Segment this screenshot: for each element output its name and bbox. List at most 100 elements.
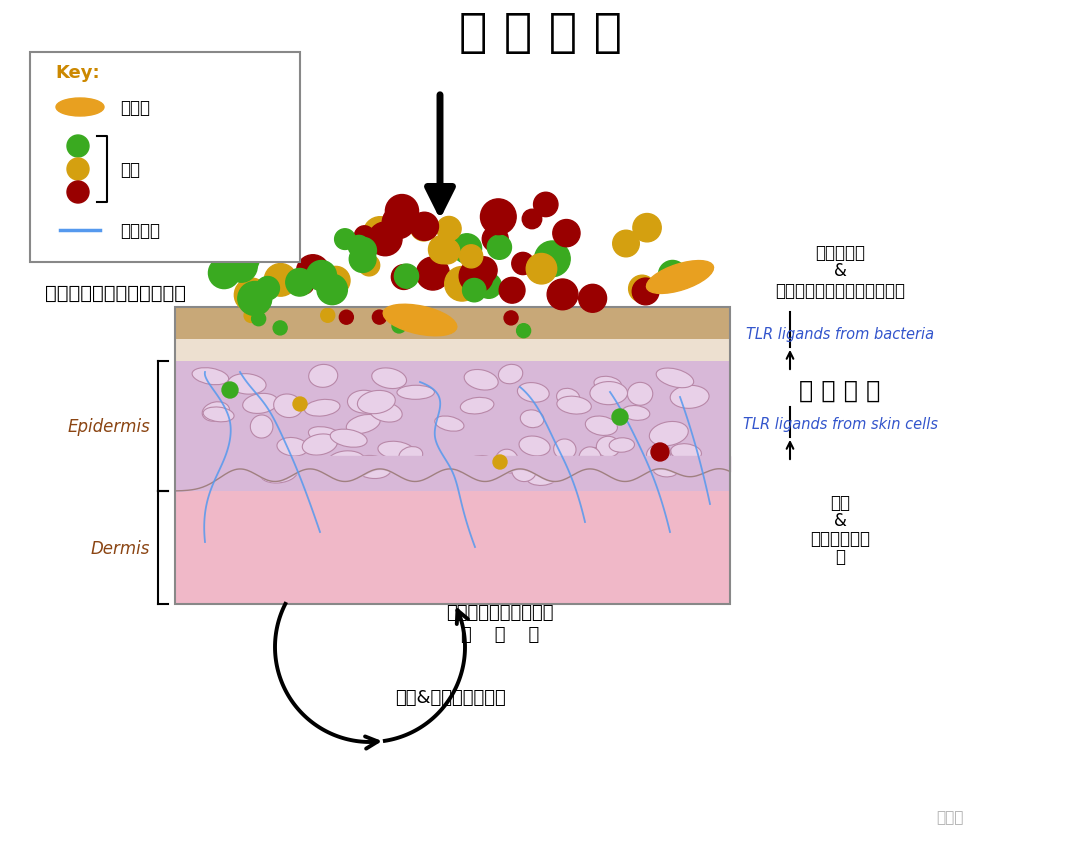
Circle shape xyxy=(629,276,656,302)
Circle shape xyxy=(632,279,659,306)
Circle shape xyxy=(67,181,89,204)
Ellipse shape xyxy=(496,450,518,473)
Ellipse shape xyxy=(649,422,688,446)
Circle shape xyxy=(297,256,329,288)
Ellipse shape xyxy=(652,463,678,477)
Ellipse shape xyxy=(378,441,415,460)
Circle shape xyxy=(244,309,258,323)
Ellipse shape xyxy=(498,365,523,384)
Ellipse shape xyxy=(554,440,576,460)
Text: TLR ligands from skin cells: TLR ligands from skin cells xyxy=(743,417,937,432)
Circle shape xyxy=(226,251,257,283)
Text: 屏 障 破 坏: 屏 障 破 坏 xyxy=(799,378,880,402)
Circle shape xyxy=(410,213,438,241)
Ellipse shape xyxy=(353,456,391,479)
Ellipse shape xyxy=(327,452,366,474)
Circle shape xyxy=(492,456,507,469)
Circle shape xyxy=(210,242,237,269)
Ellipse shape xyxy=(594,377,621,392)
Ellipse shape xyxy=(496,456,523,474)
Circle shape xyxy=(295,275,314,295)
Circle shape xyxy=(612,231,639,257)
Ellipse shape xyxy=(581,448,612,469)
Bar xyxy=(175,340,730,361)
Ellipse shape xyxy=(397,386,434,400)
Ellipse shape xyxy=(347,415,380,434)
Circle shape xyxy=(256,277,280,301)
Ellipse shape xyxy=(276,438,308,457)
Bar xyxy=(175,492,730,604)
Ellipse shape xyxy=(192,368,229,385)
Ellipse shape xyxy=(188,461,221,476)
Ellipse shape xyxy=(647,445,671,463)
Circle shape xyxy=(651,444,669,462)
Circle shape xyxy=(210,189,243,223)
Circle shape xyxy=(339,311,353,325)
Circle shape xyxy=(286,269,313,296)
Text: 微生物失调: 微生物失调 xyxy=(815,244,865,262)
Ellipse shape xyxy=(464,370,498,390)
Ellipse shape xyxy=(305,400,340,417)
Text: 皮肤环境的变化（益生菌）: 皮肤环境的变化（益生菌） xyxy=(45,283,186,302)
Circle shape xyxy=(470,257,497,285)
Ellipse shape xyxy=(460,398,494,414)
Text: 酵母菌: 酵母菌 xyxy=(120,99,150,117)
Circle shape xyxy=(476,273,501,299)
Ellipse shape xyxy=(622,406,650,421)
Ellipse shape xyxy=(521,411,544,429)
Ellipse shape xyxy=(512,459,537,482)
Text: &: & xyxy=(834,262,847,279)
Circle shape xyxy=(410,215,437,242)
Circle shape xyxy=(436,217,461,242)
Ellipse shape xyxy=(557,397,592,415)
Ellipse shape xyxy=(671,386,710,409)
Text: &: & xyxy=(834,511,847,529)
Text: 细菌: 细菌 xyxy=(120,161,140,179)
Circle shape xyxy=(382,207,415,239)
Circle shape xyxy=(368,222,402,256)
Circle shape xyxy=(322,267,350,296)
Circle shape xyxy=(67,135,89,158)
Text: Dermis: Dermis xyxy=(91,538,150,557)
Text: 壹安态: 壹安态 xyxy=(936,809,963,825)
Circle shape xyxy=(548,249,566,268)
Circle shape xyxy=(354,227,375,246)
Text: 神经末梢: 神经末梢 xyxy=(120,222,160,239)
Circle shape xyxy=(579,285,607,313)
Circle shape xyxy=(335,229,355,250)
Circle shape xyxy=(394,265,419,289)
Circle shape xyxy=(271,229,291,250)
Circle shape xyxy=(483,227,509,253)
Text: 环 境 因 素: 环 境 因 素 xyxy=(459,10,621,55)
Circle shape xyxy=(534,193,558,217)
Circle shape xyxy=(226,243,259,276)
Circle shape xyxy=(321,309,335,323)
Circle shape xyxy=(351,239,377,264)
Ellipse shape xyxy=(457,456,491,473)
Circle shape xyxy=(612,410,627,425)
Ellipse shape xyxy=(671,444,701,462)
Bar xyxy=(175,308,730,340)
Circle shape xyxy=(235,203,269,236)
Text: 损: 损 xyxy=(835,547,845,566)
Text: 敏感&反应性皮肤恶化: 敏感&反应性皮肤恶化 xyxy=(394,688,505,706)
Ellipse shape xyxy=(647,262,714,294)
Circle shape xyxy=(218,229,246,257)
Circle shape xyxy=(293,398,307,412)
Circle shape xyxy=(316,275,348,305)
Circle shape xyxy=(633,214,661,243)
Circle shape xyxy=(386,195,419,228)
Ellipse shape xyxy=(243,394,279,414)
Circle shape xyxy=(481,199,516,235)
Circle shape xyxy=(222,383,238,399)
Ellipse shape xyxy=(579,447,602,469)
Circle shape xyxy=(462,279,486,302)
Circle shape xyxy=(373,311,387,325)
Ellipse shape xyxy=(527,469,557,486)
Ellipse shape xyxy=(585,417,618,436)
Circle shape xyxy=(459,260,494,294)
Ellipse shape xyxy=(517,383,550,403)
Circle shape xyxy=(67,158,89,181)
Circle shape xyxy=(512,253,534,275)
Circle shape xyxy=(487,236,512,260)
